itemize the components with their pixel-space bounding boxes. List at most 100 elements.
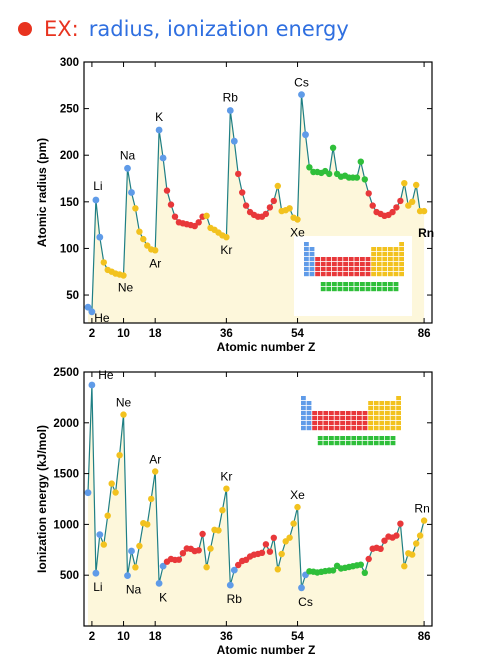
periodic-cell	[340, 411, 345, 416]
periodic-cell	[351, 436, 357, 441]
periodic-cell	[399, 252, 404, 257]
periodic-cell	[301, 426, 306, 431]
periodic-cell	[312, 421, 317, 426]
periodic-cell	[376, 267, 382, 272]
data-point	[152, 247, 159, 254]
data-point	[239, 189, 246, 196]
y-tick-label: 300	[60, 57, 79, 69]
periodic-cell	[362, 411, 368, 416]
periodic-cell	[393, 252, 399, 257]
data-point	[84, 303, 92, 311]
x-tick-label: 10	[117, 328, 130, 340]
data-point	[242, 202, 250, 209]
periodic-cell	[332, 287, 337, 292]
data-point	[84, 489, 92, 497]
periodic-cell	[382, 282, 388, 287]
data-point	[179, 550, 187, 557]
periodic-cell	[376, 252, 382, 257]
data-point	[100, 259, 108, 266]
periodic-cell	[343, 272, 348, 277]
periodic-cell	[334, 411, 340, 416]
periodic-cell	[312, 416, 317, 421]
data-point	[215, 527, 222, 534]
periodic-cell	[365, 287, 371, 292]
data-point	[199, 530, 206, 538]
periodic-cell	[315, 262, 320, 267]
periodic-cell	[345, 426, 351, 431]
periodic-cell	[337, 262, 343, 267]
element-label: K	[155, 110, 163, 124]
periodic-cell	[382, 267, 388, 272]
periodic-cell	[337, 267, 343, 272]
data-point	[286, 534, 293, 541]
periodic-cell	[345, 416, 351, 421]
periodic-cell	[301, 406, 306, 411]
periodic-cell	[390, 421, 396, 426]
data-point	[124, 572, 131, 579]
element-label: Rb	[227, 592, 243, 606]
data-point	[175, 556, 183, 563]
periodic-cell	[345, 436, 351, 441]
periodic-cell	[317, 416, 323, 421]
periodic-cell	[329, 441, 334, 446]
periodic-cell	[388, 272, 393, 277]
data-point	[152, 468, 159, 475]
y-tick-label: 2500	[53, 367, 79, 379]
periodic-cell	[326, 272, 332, 277]
periodic-cell	[399, 257, 404, 262]
periodic-cell	[329, 416, 334, 421]
example-label: EX:	[44, 17, 79, 41]
y-tick-label: 1000	[53, 519, 79, 531]
x-tick-label: 86	[418, 631, 431, 643]
periodic-cell	[385, 436, 390, 441]
data-point	[203, 564, 210, 571]
data-point	[235, 170, 242, 178]
periodic-cell	[399, 247, 404, 252]
data-point	[306, 164, 313, 171]
periodic-cell	[393, 282, 399, 287]
periodic-cell	[393, 272, 399, 277]
x-tick-label: 54	[291, 328, 304, 340]
element-label: Rb	[223, 91, 239, 105]
periodic-cell	[306, 406, 312, 411]
periodic-cell	[309, 267, 315, 272]
periodic-cell	[340, 436, 345, 441]
periodic-cell	[362, 416, 368, 421]
periodic-cell	[357, 421, 362, 426]
periodic-cell	[396, 396, 401, 401]
data-point	[270, 197, 277, 205]
periodic-cell	[385, 421, 390, 426]
periodic-cell	[371, 262, 376, 267]
plot-frame	[83, 61, 433, 324]
periodic-cell	[396, 421, 401, 426]
periodic-cell	[388, 252, 393, 257]
periodic-cell	[317, 441, 323, 446]
periodic-cell	[390, 441, 396, 446]
element-label: Cs	[298, 595, 313, 609]
y-tick-label: 50	[66, 290, 79, 302]
periodic-cell	[306, 416, 312, 421]
data-point	[100, 541, 108, 548]
data-point	[223, 234, 230, 241]
y-tick-label: 100	[60, 243, 79, 255]
data-point	[230, 566, 238, 574]
periodic-cell	[337, 282, 343, 287]
periodic-cell	[301, 416, 306, 421]
data-point	[290, 520, 297, 527]
periodic-cell	[343, 257, 348, 262]
periodic-table-inset	[294, 236, 412, 316]
periodic-cell	[382, 252, 388, 257]
periodic-cell	[390, 411, 396, 416]
periodic-cell	[354, 262, 360, 267]
element-label: Li	[93, 580, 102, 594]
periodic-cell	[365, 272, 371, 277]
data-point	[96, 233, 104, 241]
periodic-cell	[399, 272, 404, 277]
periodic-cell	[385, 426, 390, 431]
periodic-cell	[345, 411, 351, 416]
data-point	[377, 545, 384, 552]
periodic-cell	[379, 436, 385, 441]
periodic-cell	[376, 282, 382, 287]
element-label: Ar	[149, 256, 161, 270]
periodic-cell	[388, 262, 393, 267]
